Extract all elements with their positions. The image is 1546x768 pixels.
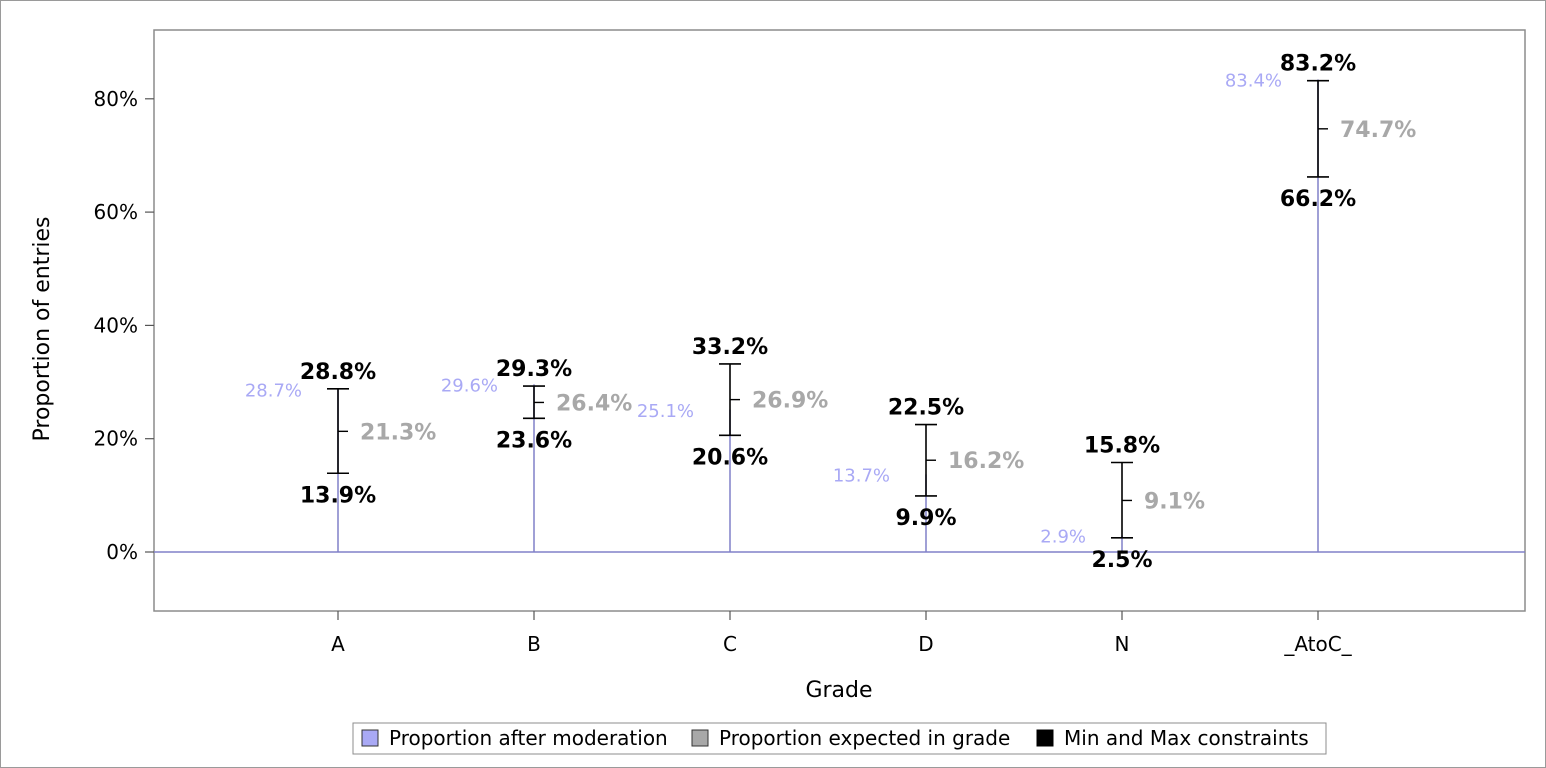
x-tick-label: D bbox=[918, 632, 933, 656]
expected-label: 74.7% bbox=[1340, 118, 1416, 143]
max-label: 83.2% bbox=[1280, 52, 1356, 77]
moderation-label: 29.6% bbox=[441, 375, 498, 396]
x-tick-label: _AtoC_ bbox=[1283, 632, 1352, 656]
y-axis: 0% 20% 40% 60% 80% bbox=[94, 87, 154, 564]
expected-label: 16.2% bbox=[948, 449, 1024, 474]
chart-marks: 28.7%28.8% 13.9% 21.3% 29.6%29.3% 23.6% 26.4%… bbox=[245, 52, 1417, 573]
expected-label: 21.3% bbox=[360, 420, 436, 445]
max-label: 15.8% bbox=[1084, 433, 1160, 458]
y-tick-label: 60% bbox=[94, 200, 138, 224]
moderation-label: 28.7% bbox=[245, 380, 302, 401]
moderation-label: 2.9% bbox=[1040, 527, 1086, 548]
min-label: 2.5% bbox=[1091, 548, 1152, 573]
max-label: 29.3% bbox=[496, 357, 572, 382]
legend-label-moderation: Proportion after moderation bbox=[389, 726, 668, 750]
legend: Proportion after moderation Proportion e… bbox=[352, 722, 1327, 755]
min-label: 13.9% bbox=[300, 483, 376, 508]
legend-swatch-expected bbox=[691, 729, 709, 747]
legend-frame bbox=[352, 722, 1327, 755]
legend-swatch-moderation bbox=[361, 729, 379, 747]
y-axis-title: Proportion of entries bbox=[30, 217, 55, 442]
y-tick-label: 0% bbox=[106, 540, 138, 564]
category-group: 83.4%83.2% 66.2% 74.7% bbox=[1225, 52, 1416, 552]
y-tick-label: 40% bbox=[94, 313, 138, 337]
max-label: 22.5% bbox=[888, 396, 964, 421]
expected-label: 26.4% bbox=[556, 391, 632, 416]
moderation-label: 13.7% bbox=[833, 465, 890, 486]
x-tick-label: B bbox=[527, 632, 541, 656]
min-label: 20.6% bbox=[692, 445, 768, 470]
category-group: 28.7%28.8% 13.9% 21.3% bbox=[245, 360, 436, 552]
category-group: 25.1% 33.2% 20.6% 26.9% bbox=[637, 335, 828, 552]
x-tick-label: C bbox=[723, 632, 737, 656]
plot-frame bbox=[153, 29, 1526, 612]
min-label: 66.2% bbox=[1280, 187, 1356, 212]
x-tick-label: N bbox=[1115, 632, 1130, 656]
expected-label: 9.1% bbox=[1144, 489, 1205, 514]
moderation-label: 83.4% bbox=[1225, 71, 1282, 92]
category-group: 13.7% 22.5% 9.9% 16.2% bbox=[833, 396, 1024, 552]
x-axis: A B C D N _AtoC_ bbox=[331, 611, 1353, 656]
legend-swatch-constraints bbox=[1036, 729, 1054, 747]
max-label: 33.2% bbox=[692, 335, 768, 360]
moderation-label: 25.1% bbox=[637, 401, 694, 422]
x-tick-label: A bbox=[331, 632, 345, 656]
legend-label-constraints: Min and Max constraints bbox=[1064, 726, 1309, 750]
category-group: 29.6%29.3% 23.6% 26.4% bbox=[441, 357, 632, 552]
x-axis-title: Grade bbox=[805, 678, 872, 703]
min-label: 23.6% bbox=[496, 428, 572, 453]
max-label: 28.8% bbox=[300, 360, 376, 385]
y-tick-label: 80% bbox=[94, 87, 138, 111]
y-tick-label: 20% bbox=[94, 427, 138, 451]
category-group: 2.9% 15.8% 2.5% 9.1% bbox=[1040, 433, 1205, 572]
min-label: 9.9% bbox=[895, 506, 956, 531]
expected-label: 26.9% bbox=[752, 389, 828, 414]
legend-label-expected: Proportion expected in grade bbox=[719, 726, 1010, 750]
